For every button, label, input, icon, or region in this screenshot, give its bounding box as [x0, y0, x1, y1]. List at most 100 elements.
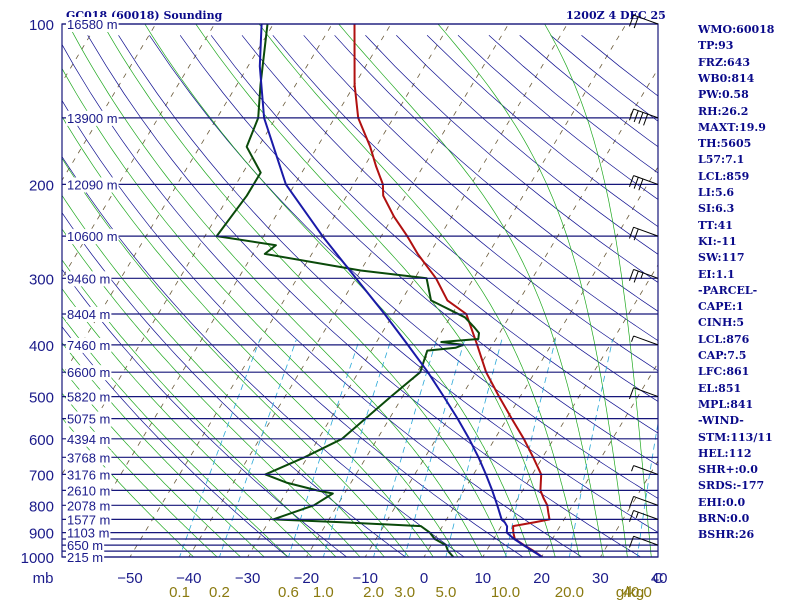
wind-barb: [628, 510, 659, 522]
index-line: PW:0.58: [698, 88, 749, 102]
mixing-ratio-unit-label: g/kg: [616, 584, 644, 600]
pressure-tick-label: 200: [29, 177, 54, 194]
isotherm-line: [541, 362, 658, 557]
dry-adiabat-line: [210, 35, 658, 434]
index-line: STM:113/11: [698, 430, 773, 444]
temperature-tick-label: −50: [117, 570, 142, 587]
height-label-background: [66, 177, 119, 193]
moist-adiabat-line: [62, 67, 459, 557]
height-label: 1103 m: [67, 526, 109, 541]
pressure-tick-label: 700: [29, 467, 54, 484]
temperature-profile-line: [353, 24, 551, 557]
wind-barb: [628, 14, 659, 29]
temperature-tick-label: 20: [533, 570, 550, 587]
mixing-ratio-tick-label: 1.0: [313, 584, 334, 600]
height-label: 4394 m: [67, 432, 110, 447]
index-line: LCL:859: [698, 169, 750, 183]
index-line: MAXT:19.9: [698, 120, 766, 134]
wind-barb: [628, 535, 659, 548]
index-line: TH:5605: [698, 137, 752, 151]
parcel-profile-line: [258, 24, 543, 557]
height-label-background: [66, 411, 112, 427]
moist-adiabat-line: [437, 24, 628, 557]
index-line: TP:93: [698, 39, 734, 53]
index-line: CINH:5: [698, 316, 745, 330]
mixing-ratio-tick-label: 5.0: [435, 584, 456, 600]
temperature-tick-label: −10: [352, 570, 377, 587]
wind-barb: [631, 465, 659, 475]
height-label: 9460 m: [67, 271, 110, 286]
isotherm-line: [70, 24, 392, 557]
temperature-tick-label: −20: [294, 570, 319, 587]
index-line: WMO:60018: [698, 23, 775, 36]
wind-barb: [631, 335, 659, 346]
isotherm-line: [62, 24, 333, 476]
moist-adiabat-line: [62, 342, 265, 557]
mixing-ratio-tick-label: 3.0: [394, 584, 415, 600]
wind-barb: [628, 268, 659, 283]
moist-adiabat-line: [544, 24, 652, 557]
wind-barb: [628, 108, 659, 126]
isotherm-line: [129, 24, 451, 557]
height-label-background: [66, 365, 112, 381]
dry-adiabat-line: [365, 35, 658, 283]
wind-barb: [628, 495, 659, 508]
moist-adiabat-line: [144, 24, 532, 557]
pressure-tick-label: 400: [29, 338, 54, 355]
moist-adiabat-line: [195, 24, 556, 557]
wind-barb: [628, 175, 659, 191]
moist-adiabat-line: [62, 228, 361, 557]
mixing-ratio-line: [505, 338, 556, 557]
mixing-ratio-tick-label: 0.1: [169, 584, 190, 600]
pressure-tick-label: 800: [29, 498, 54, 515]
height-label: 3176 m: [67, 467, 110, 482]
index-line: WB0:814: [698, 71, 755, 85]
dry-adiabat-line: [581, 35, 658, 97]
height-label-background: [66, 512, 112, 528]
height-label: 6600 m: [67, 365, 110, 380]
dry-adiabat-line: [149, 35, 658, 499]
dry-adiabat-line: [396, 35, 658, 255]
temperature-tick-label: 30: [592, 570, 609, 587]
index-line: HEL:112: [698, 446, 752, 460]
temperature-tick-label: 0: [420, 570, 428, 587]
index-line: TT:41: [698, 218, 733, 232]
temperature-tick-label: 40: [651, 570, 668, 587]
height-label-background: [66, 525, 111, 541]
moist-adiabat-line: [62, 194, 385, 557]
height-label-background: [66, 306, 112, 322]
height-label-background: [66, 431, 112, 447]
moist-adiabat-line: [62, 367, 242, 557]
index-line: KI:-11: [698, 234, 737, 248]
dry-adiabat-line: [118, 35, 658, 533]
isotherm-line: [305, 24, 627, 557]
mixing-ratio-line: [219, 338, 297, 557]
moist-adiabat-line: [62, 157, 410, 557]
isotherm-line: [482, 264, 658, 557]
index-line: -PARCEL-: [698, 283, 758, 297]
height-label-background: [66, 110, 119, 126]
dry-adiabat-line: [334, 35, 658, 312]
dry-adiabat-line: [62, 43, 583, 557]
index-line: -WIND-: [698, 414, 744, 428]
index-line: RH:26.2: [698, 104, 749, 118]
index-line: LI:5.6: [698, 186, 735, 199]
isotherm-line: [599, 460, 658, 557]
wind-barb: [628, 226, 659, 241]
height-label: 7460 m: [67, 338, 110, 353]
mixing-ratio-tick-label: 0.6: [278, 584, 299, 600]
index-line: L57:7.1: [698, 153, 745, 167]
height-label-background: [66, 271, 112, 287]
index-line: FRZ:643: [698, 55, 751, 69]
dry-adiabat-line: [87, 35, 642, 557]
dry-adiabat-line: [179, 35, 658, 466]
mixing-ratio-line: [636, 420, 658, 557]
height-label-background: [66, 467, 112, 483]
mixing-ratio-tick-label: 40.0: [623, 584, 652, 600]
pressure-tick-label: 300: [29, 271, 54, 288]
mixing-ratio-line: [373, 338, 438, 557]
isotherm-line: [62, 24, 157, 182]
moist-adiabat-line: [62, 315, 289, 557]
height-label: 3768 m: [67, 450, 110, 465]
